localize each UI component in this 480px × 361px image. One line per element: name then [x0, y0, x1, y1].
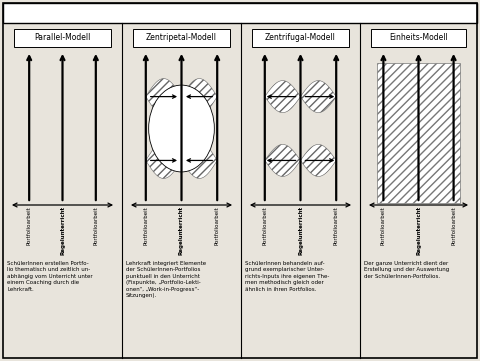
Text: Portfolioarbeit: Portfolioarbeit [27, 206, 32, 245]
Polygon shape [300, 81, 336, 113]
Text: Mögliche Handhabungen von Portfolios im Unterricht: Mögliche Handhabungen von Portfolios im … [8, 6, 362, 19]
Text: Portfolioarbeit: Portfolioarbeit [93, 206, 98, 245]
Polygon shape [146, 79, 181, 114]
Bar [132, 29, 230, 47]
Text: Zentrifugal-Modell: Zentrifugal-Modell [265, 34, 336, 43]
Text: Portfolioarbeit: Portfolioarbeit [451, 206, 456, 245]
Bar [252, 29, 349, 47]
Ellipse shape [149, 85, 215, 172]
Text: SchülerInnen erstellen Portfo-
lio thematisch und zeitlich un-
abhängig vom Unte: SchülerInnen erstellen Portfo- lio thema… [7, 261, 93, 292]
Text: Zentripetal-Modell: Zentripetal-Modell [146, 34, 217, 43]
Polygon shape [265, 81, 300, 113]
Bar [3, 3, 477, 23]
Text: Portfolioarbeit: Portfolioarbeit [381, 206, 386, 245]
Text: Portfolioarbeit: Portfolioarbeit [144, 206, 148, 245]
Text: Portfolioarbeit: Portfolioarbeit [262, 206, 267, 245]
Text: Regelunterricht: Regelunterricht [298, 206, 303, 255]
Polygon shape [181, 143, 217, 178]
Text: Der ganze Unterricht dient der
Erstellung und der Auswertung
der SchülerInnen-Po: Der ganze Unterricht dient der Erstellun… [364, 261, 449, 279]
Text: Einheits-Modell: Einheits-Modell [389, 34, 448, 43]
Polygon shape [265, 144, 300, 177]
Bar [371, 29, 467, 47]
Polygon shape [300, 144, 336, 177]
Polygon shape [146, 143, 181, 178]
Text: Regelunterricht: Regelunterricht [416, 206, 421, 255]
Bar [377, 63, 460, 203]
Text: Lehrkraft integriert Elemente
der SchülerInnen-Portfolios
punktuell in den Unter: Lehrkraft integriert Elemente der Schüle… [126, 261, 206, 298]
Bar [14, 29, 111, 47]
Text: SchülerInnen behandeln auf-
grund exemplarischer Unter-
richts-Inputs ihre eigen: SchülerInnen behandeln auf- grund exempl… [245, 261, 329, 292]
Text: Regelunterricht: Regelunterricht [60, 206, 65, 255]
Text: Parallel-Modell: Parallel-Modell [34, 34, 91, 43]
Text: Regelunterricht: Regelunterricht [179, 206, 184, 255]
Text: Portfolioarbeit: Portfolioarbeit [334, 206, 339, 245]
Polygon shape [181, 79, 217, 114]
Text: Portfolioarbeit: Portfolioarbeit [215, 206, 220, 245]
